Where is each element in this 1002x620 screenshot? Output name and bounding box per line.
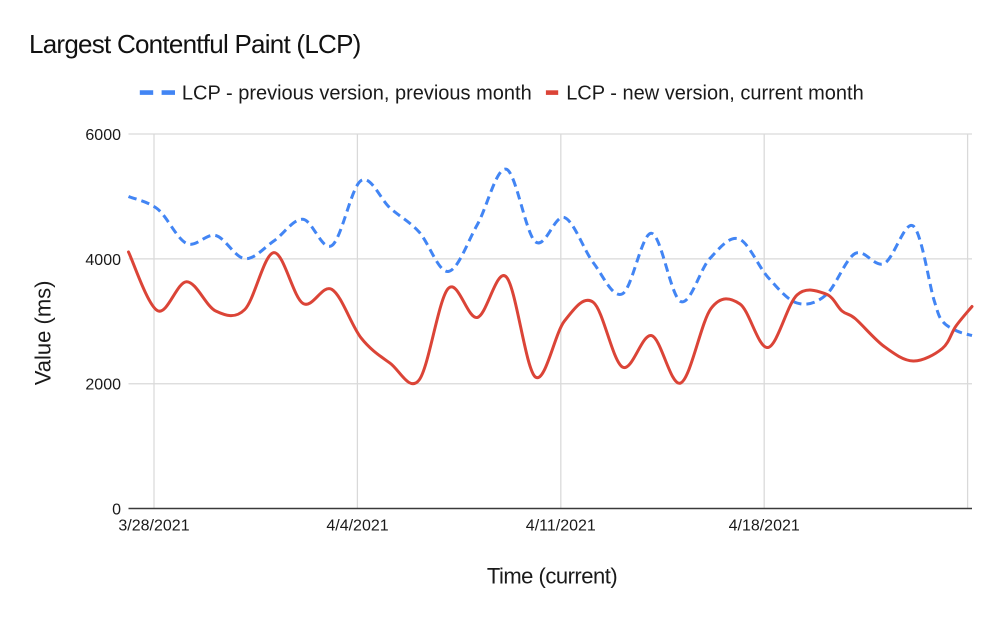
svg-text:2000: 2000 [85, 377, 121, 394]
svg-text:Time (current): Time (current) [487, 564, 617, 589]
svg-text:4/18/2021: 4/18/2021 [729, 517, 800, 534]
svg-text:Value (ms): Value (ms) [31, 281, 56, 386]
svg-text:4/11/2021: 4/11/2021 [526, 517, 596, 534]
svg-text:4000: 4000 [85, 252, 121, 269]
svg-text:Largest Contentful Paint (LCP): Largest Contentful Paint (LCP) [29, 29, 361, 59]
svg-text:3/28/2021: 3/28/2021 [118, 517, 189, 534]
svg-text:LCP - previous version, previo: LCP - previous version, previous month [182, 83, 532, 105]
svg-text:6000: 6000 [85, 127, 121, 144]
svg-text:4/4/2021: 4/4/2021 [326, 517, 388, 534]
svg-text:0: 0 [112, 501, 121, 518]
svg-text:LCP - new version, current mon: LCP - new version, current month [566, 83, 864, 105]
